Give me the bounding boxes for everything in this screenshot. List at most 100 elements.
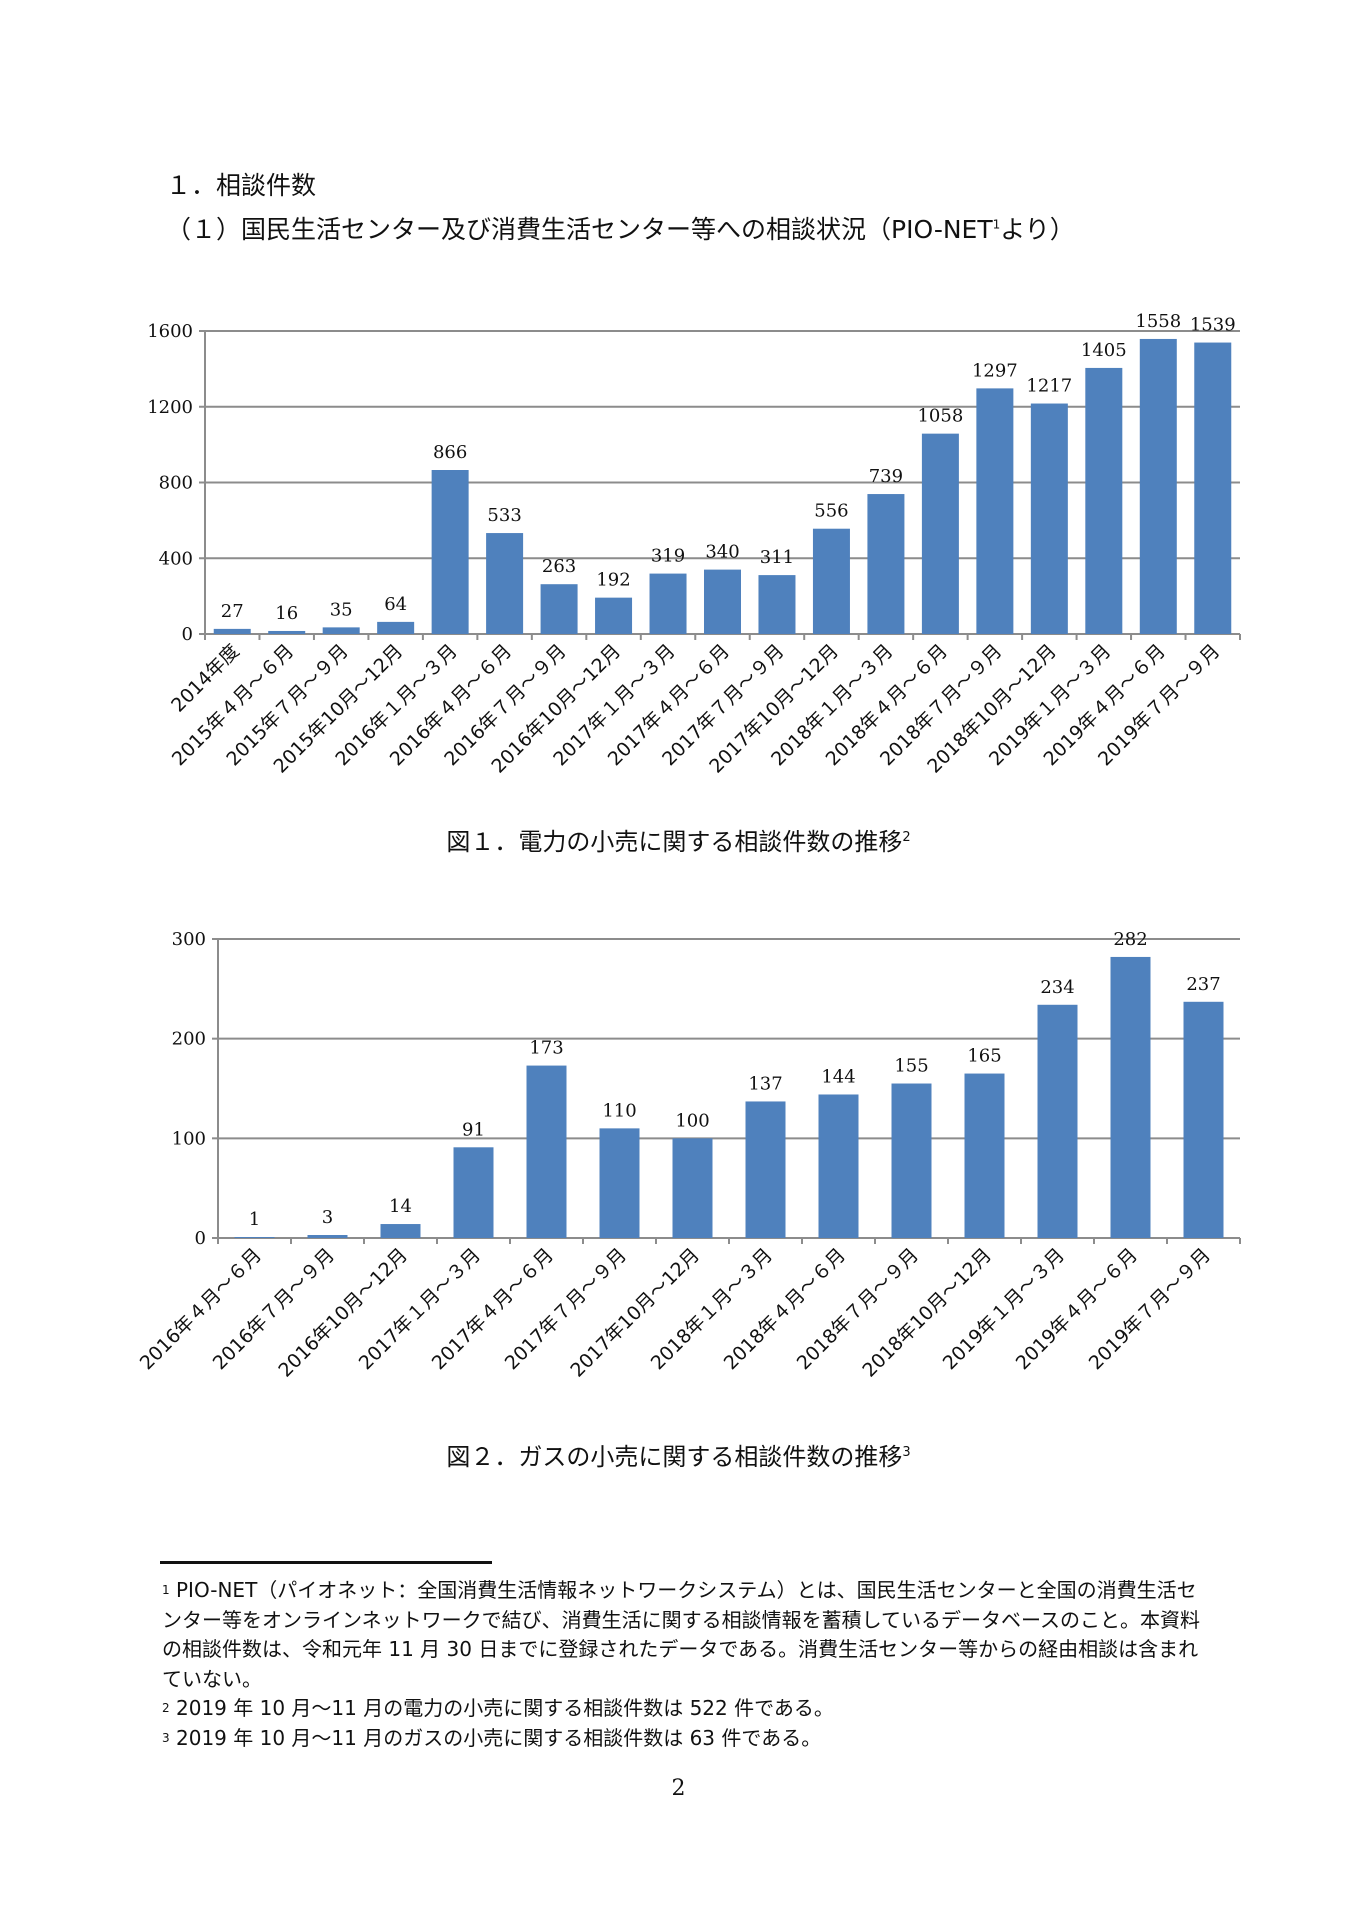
footnote-mark: 3 <box>162 1730 170 1745</box>
y-tick-label: 400 <box>159 548 193 569</box>
bar <box>745 1101 786 1238</box>
data-label: 311 <box>760 547 794 568</box>
data-label: 739 <box>869 466 903 487</box>
bar <box>818 1094 859 1238</box>
bar <box>921 433 959 634</box>
bar <box>526 1065 567 1238</box>
x-tick-label: 2019年１月～３月 <box>939 1244 1069 1374</box>
bar <box>213 628 251 634</box>
data-label: 1 <box>249 1209 260 1230</box>
bar <box>976 388 1014 634</box>
data-label: 27 <box>221 601 244 622</box>
data-label: 3 <box>322 1207 333 1228</box>
x-tick-label: 2018年７月～９月 <box>793 1244 923 1374</box>
data-label: 234 <box>1040 977 1074 998</box>
data-label: 1558 <box>1135 311 1181 332</box>
y-tick-label: 1600 <box>147 321 193 342</box>
x-tick-label: 2016年４月～６月 <box>136 1244 266 1374</box>
footnote-text: PIO-NET（パイオネット：全国消費生活情報ネットワークシステム）とは、国民生… <box>162 1578 1200 1691</box>
footnote-divider <box>160 1561 492 1564</box>
data-label: 282 <box>1113 929 1147 950</box>
x-tick-label: 2016年７月～９月 <box>209 1244 339 1374</box>
data-label: 237 <box>1186 974 1220 995</box>
x-tick-label: 2018年１月～３月 <box>647 1244 777 1374</box>
section-heading: １．相談件数 <box>166 171 317 200</box>
y-tick-label: 300 <box>172 929 206 950</box>
data-label: 1058 <box>917 406 963 427</box>
subsection-heading: （１）国民生活センター及び消費生活センター等への相談状況（PIO-NET1より） <box>166 210 1075 246</box>
bar <box>307 1235 348 1238</box>
footnote-text: 2019 年 10 月～11 月のガスの小売に関する相談件数は 63 件である。 <box>169 1725 822 1750</box>
bar <box>1110 956 1151 1238</box>
figure1-footnote-ref: 2 <box>902 830 911 845</box>
data-label: 1405 <box>1081 340 1127 361</box>
bar <box>964 1073 1005 1238</box>
data-label: 64 <box>384 594 407 615</box>
bar <box>595 597 633 634</box>
subheading-text: （１）国民生活センター及び消費生活センター等への相談状況（PIO-NET <box>166 215 993 244</box>
data-label: 91 <box>462 1119 485 1140</box>
data-label: 319 <box>651 546 685 567</box>
bar <box>380 1224 421 1238</box>
x-tick-label: 2019年７月～９月 <box>1085 1244 1215 1374</box>
page-number: 2 <box>671 1776 686 1801</box>
data-label: 155 <box>894 1056 928 1077</box>
gas-consultations-chart: 0 100 200 300 1 2016年４月～６月 3 2016年７月～９月 14 2016年1… <box>136 929 1241 1382</box>
electricity-consultations-chart: 040080012001600272014年度162015年４月～６月35201… <box>147 311 1241 778</box>
data-label: 192 <box>596 570 630 591</box>
y-tick-label: 1200 <box>147 397 193 418</box>
footnote-3: 3 2019 年 10 月～11 月のガスの小売に関する相談件数は 63 件であ… <box>162 1724 1202 1754</box>
x-tick-label: 2017年10月～12月 <box>566 1244 704 1382</box>
data-label: 173 <box>529 1038 563 1059</box>
data-label: 144 <box>821 1066 855 1087</box>
footnote-1: 1 PIO-NET（パイオネット：全国消費生活情報ネットワークシステム）とは、国… <box>162 1576 1202 1694</box>
figure1-title: 図１．電力の小売に関する相談件数の推移 <box>446 828 903 856</box>
y-tick-label: 0 <box>182 624 193 645</box>
data-label: 35 <box>330 599 353 620</box>
bar <box>540 584 578 634</box>
bar <box>268 630 306 634</box>
footnotes: 1 PIO-NET（パイオネット：全国消費生活情報ネットワークシステム）とは、国… <box>162 1576 1202 1753</box>
x-tick-label: 2017年７月～９月 <box>501 1244 631 1374</box>
y-tick-label: 0 <box>195 1228 206 1249</box>
footnote-mark: 2 <box>162 1701 170 1715</box>
footnote-mark: 1 <box>162 1583 170 1597</box>
bar <box>1085 367 1123 634</box>
bar <box>891 1083 932 1238</box>
x-tick-label: 2018年10月～12月 <box>858 1244 996 1382</box>
subheading-tail: より） <box>1000 215 1075 244</box>
data-label: 1217 <box>1026 376 1072 397</box>
bar <box>867 494 905 634</box>
data-label: 1539 <box>1190 315 1236 336</box>
bar <box>649 573 687 634</box>
bar <box>486 533 524 634</box>
data-label: 137 <box>748 1073 782 1094</box>
data-label: 110 <box>602 1100 636 1121</box>
data-label: 340 <box>705 542 739 563</box>
bar <box>1183 1001 1224 1238</box>
data-label: 1297 <box>972 360 1018 381</box>
data-label: 556 <box>814 501 848 522</box>
data-label: 100 <box>675 1110 709 1131</box>
data-label: 866 <box>433 442 467 463</box>
footnote-text: 2019 年 10 月～11 月の電力の小売に関する相談件数は 522 件である… <box>169 1696 834 1720</box>
bar <box>377 621 415 634</box>
x-tick-label: 2018年４月～６月 <box>720 1244 850 1374</box>
figure2-caption: 図２．ガスの小売に関する相談件数の推移3 <box>0 1437 1357 1472</box>
bar <box>1194 342 1232 634</box>
figure2-footnote-ref: 3 <box>902 1445 911 1460</box>
bar <box>322 627 360 634</box>
footnote-ref: 1 <box>992 217 1001 232</box>
data-label: 14 <box>389 1196 412 1217</box>
y-tick-label: 800 <box>159 473 193 494</box>
data-label: 165 <box>967 1046 1001 1067</box>
bar <box>599 1128 640 1238</box>
x-tick-label: 2017年１月～３月 <box>355 1244 485 1374</box>
bar <box>704 569 741 634</box>
x-tick-label: 2016年10月～12月 <box>274 1244 412 1382</box>
figure1-caption: 図１．電力の小売に関する相談件数の推移2 <box>0 822 1357 857</box>
x-tick-label: 2019年４月～６月 <box>1012 1244 1142 1374</box>
bar <box>234 1237 275 1238</box>
bar <box>453 1147 494 1238</box>
bar <box>758 575 796 634</box>
